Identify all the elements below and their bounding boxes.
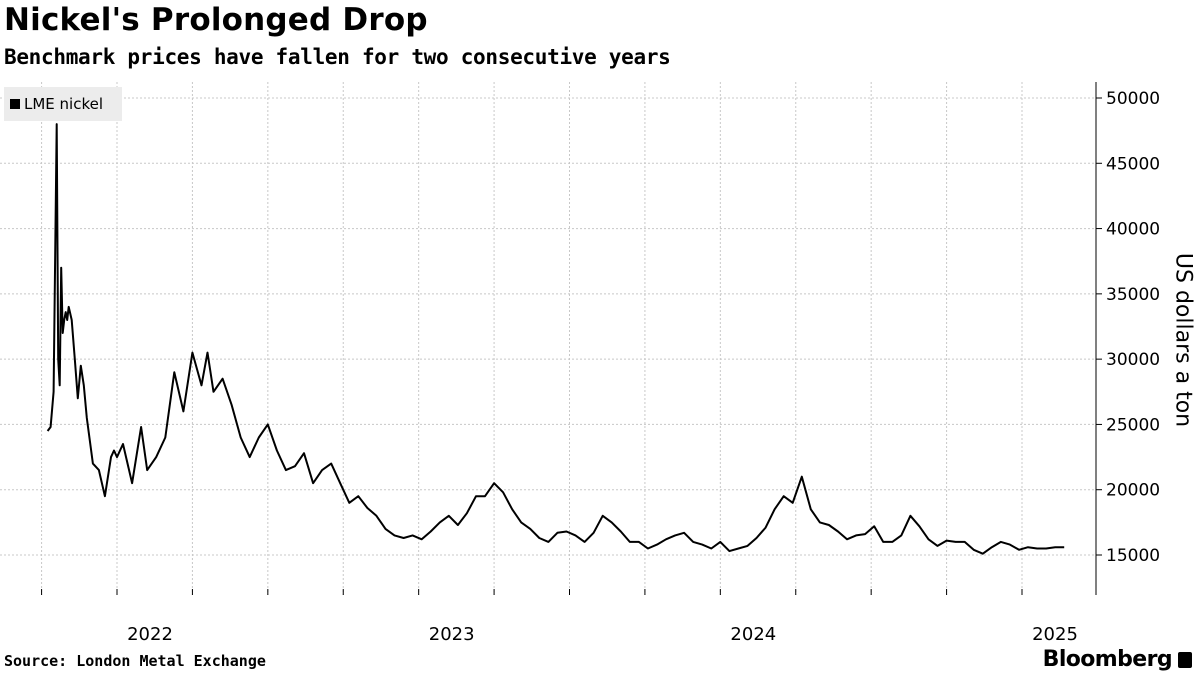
series-line-lme-nickel [46, 123, 1065, 555]
x-tick-label: 2023 [429, 624, 475, 645]
y-tick-label: 40000 [1106, 220, 1160, 240]
y-tick-label: 45000 [1106, 154, 1160, 174]
y-tick-label: 15000 [1106, 546, 1160, 566]
vertical-gridlines [41, 82, 1023, 595]
y-axis-label: US dollars a ton [1170, 252, 1196, 428]
y-tick-label: 30000 [1106, 350, 1160, 370]
brand-logo: Bloomberg [1043, 647, 1192, 672]
y-tick-label: 35000 [1106, 285, 1160, 305]
y-tick-label: 25000 [1106, 415, 1160, 435]
y-tick-label: 50000 [1106, 89, 1160, 109]
series-layer [46, 123, 1065, 555]
x-tick-label: 2025 [1032, 624, 1078, 645]
legend: LME nickel [4, 87, 122, 121]
source-note: Source: London Metal Exchange [4, 652, 266, 670]
x-tick-label: 2024 [730, 624, 776, 645]
chart-subtitle: Benchmark prices have fallen for two con… [4, 45, 671, 69]
bloomberg-terminal-icon [1178, 651, 1192, 668]
legend-swatch [10, 99, 20, 109]
y-axis-ticks: 15000 20000 25000 30000 35000 40000 45000 50000 [1096, 89, 1160, 566]
y-tick-label: 20000 [1106, 481, 1160, 501]
legend-label: LME nickel [24, 95, 104, 113]
horizontal-gridlines [0, 97, 1096, 556]
x-axis-ticks: 2022 2023 2024 2025 [41, 589, 1078, 645]
brand-name: Bloomberg [1042, 647, 1173, 672]
x-tick-label: 2022 [127, 624, 173, 645]
chart-title: Nickel's Prolonged Drop [4, 2, 428, 38]
